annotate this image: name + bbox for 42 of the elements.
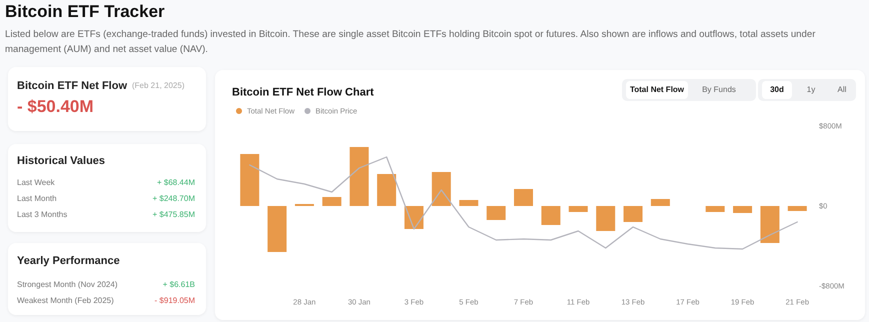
bar xyxy=(240,154,260,206)
chart-title: Bitcoin ETF Net Flow Chart xyxy=(232,86,374,98)
bar xyxy=(268,206,287,252)
bar xyxy=(706,206,725,212)
bar xyxy=(624,206,643,222)
bar xyxy=(596,206,616,231)
text: Listed below are ETFs (exchange-traded funds) invested in Bitcoin. These are single asset Bitcoin ETFs holding Bitcoin spot or futures. Also shown are inflows and outflows, total assets under management (AUM) and net asset value (NAV). xyxy=(5,28,816,57)
text: Last Month xyxy=(17,194,57,203)
bar xyxy=(350,147,369,206)
text: Bitcoin ETF Net Flow xyxy=(17,80,127,92)
text: Strongest Month (Nov 2024) xyxy=(17,280,118,289)
text: + $6.61B xyxy=(162,280,195,289)
text: Last Week xyxy=(17,178,55,187)
text: Weakest Month (Feb 2025) xyxy=(17,296,114,305)
bar xyxy=(788,206,807,211)
bar xyxy=(514,189,533,206)
line-series xyxy=(249,156,798,250)
bar xyxy=(650,199,670,206)
bar xyxy=(432,172,451,206)
button[interactable]: 1y xyxy=(796,81,826,99)
button[interactable]: 30d xyxy=(762,81,792,99)
bar xyxy=(568,206,588,212)
bar xyxy=(541,206,560,225)
button[interactable]: By Funds xyxy=(693,81,745,99)
bar xyxy=(322,197,342,206)
button[interactable]: Total Net Flow xyxy=(626,81,688,99)
text: (Feb 21, 2025) xyxy=(132,81,184,90)
bar xyxy=(459,200,478,206)
bar xyxy=(733,206,752,213)
text: Bitcoin ETF Tracker xyxy=(5,2,165,22)
text: Historical Values xyxy=(17,155,106,167)
bar xyxy=(486,206,506,220)
text: + $68.44M xyxy=(156,178,195,187)
text: - $919.05M xyxy=(154,296,195,305)
text: + $248.70M xyxy=(152,194,195,203)
bar xyxy=(760,206,780,243)
button[interactable]: All xyxy=(827,81,857,99)
text: - $50.40M xyxy=(17,97,94,117)
bar xyxy=(377,174,396,206)
text: + $475.85M xyxy=(152,210,195,219)
text: Yearly Performance xyxy=(17,255,120,267)
text: Last 3 Months xyxy=(17,210,68,219)
